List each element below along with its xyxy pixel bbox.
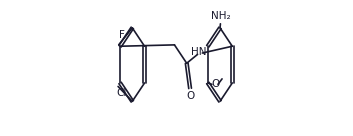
- Text: HN: HN: [191, 47, 207, 57]
- Text: O: O: [212, 79, 220, 89]
- Text: O: O: [187, 91, 195, 101]
- Text: NH₂: NH₂: [211, 11, 231, 21]
- Text: Cl: Cl: [116, 88, 127, 98]
- Text: F: F: [119, 30, 125, 40]
